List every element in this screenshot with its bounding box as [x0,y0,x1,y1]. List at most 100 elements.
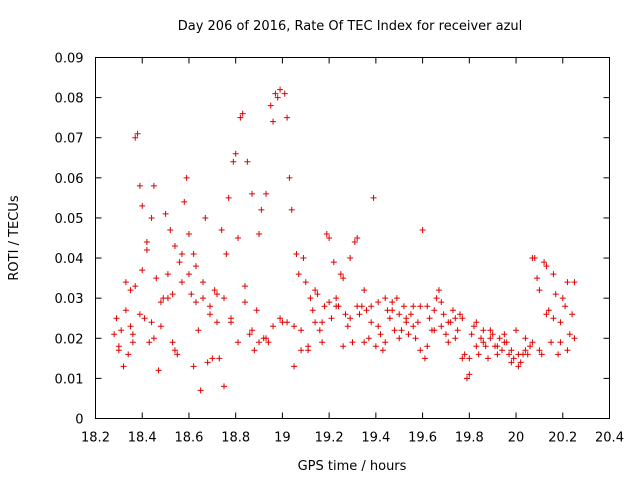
data-point [178,251,185,258]
data-point [118,327,125,334]
data-point [368,303,375,310]
data-point [480,327,487,334]
data-point [305,347,312,354]
x-tick-label: 19.4 [361,431,390,446]
data-point [333,303,340,310]
data-point [136,311,143,318]
data-point [139,202,146,209]
y-tick-label: 0.01 [55,372,84,387]
data-point [284,114,291,121]
data-point [298,347,305,354]
data-point [515,351,522,358]
data-point [337,271,344,278]
data-point [550,271,557,278]
data-point [361,339,368,346]
data-point [541,259,548,266]
data-point [375,323,382,330]
data-point [347,315,354,322]
data-point [265,339,272,346]
data-point [459,355,466,362]
data-point [188,291,195,298]
x-tick-label: 19.2 [315,431,344,446]
data-point [291,323,298,330]
data-point [286,174,293,181]
data-point [274,94,281,101]
data-point [414,319,421,326]
data-point [478,335,484,342]
data-point [421,355,428,362]
data-point [555,351,562,358]
data-point [169,291,176,298]
plot-frame [95,57,610,419]
data-point [466,355,473,362]
x-axis-label: GPS time / hours [298,459,407,474]
data-point [199,295,206,302]
data-point [522,347,529,354]
data-point [377,331,384,338]
data-point [410,323,417,330]
data-point [557,319,564,326]
data-point [342,311,349,318]
data-point [181,198,188,205]
data-point [452,315,459,322]
data-points [111,86,578,394]
data-point [171,347,178,354]
data-point [211,287,218,294]
data-point [529,339,536,346]
data-point [470,323,477,330]
data-point [164,271,171,278]
data-point [242,283,249,290]
data-point [143,247,150,254]
data-point [442,331,449,338]
data-point [400,303,407,310]
data-point [517,359,524,366]
data-point [391,327,398,334]
x-tick-label: 18.8 [221,431,250,446]
data-point [461,351,468,358]
data-point [344,323,351,330]
data-point [129,331,136,338]
data-point [213,291,220,298]
data-point [251,347,258,354]
data-point [468,331,475,338]
y-tick-label: 0.09 [55,52,84,67]
data-point [221,295,227,302]
data-point [132,283,139,290]
data-point [557,339,564,346]
data-point [157,299,164,306]
data-point [323,230,330,237]
data-point [321,303,328,310]
data-point [347,255,354,262]
data-point [566,331,573,338]
data-point [185,230,192,237]
data-point [312,287,319,294]
data-point [204,359,211,366]
data-point [326,235,333,241]
data-point [298,327,305,334]
data-point [487,335,494,342]
data-point [148,319,155,326]
data-point [508,359,515,366]
y-tick-label: 0 [75,413,83,428]
data-point [221,383,227,390]
data-point [349,339,356,346]
data-point [195,327,202,334]
data-point [239,110,246,117]
data-point [206,303,213,310]
data-point [206,311,213,318]
data-point [272,90,279,97]
data-point [375,299,382,306]
data-point [368,319,375,326]
data-point [111,331,118,338]
data-point [475,351,482,358]
data-point [291,363,298,370]
data-point [382,295,389,302]
data-point [218,226,225,233]
data-point [127,287,134,294]
data-point [249,327,256,334]
data-point [473,343,480,350]
data-point [396,335,403,342]
y-tick-label: 0.07 [55,132,84,147]
data-point [225,194,232,201]
data-point [199,279,206,286]
